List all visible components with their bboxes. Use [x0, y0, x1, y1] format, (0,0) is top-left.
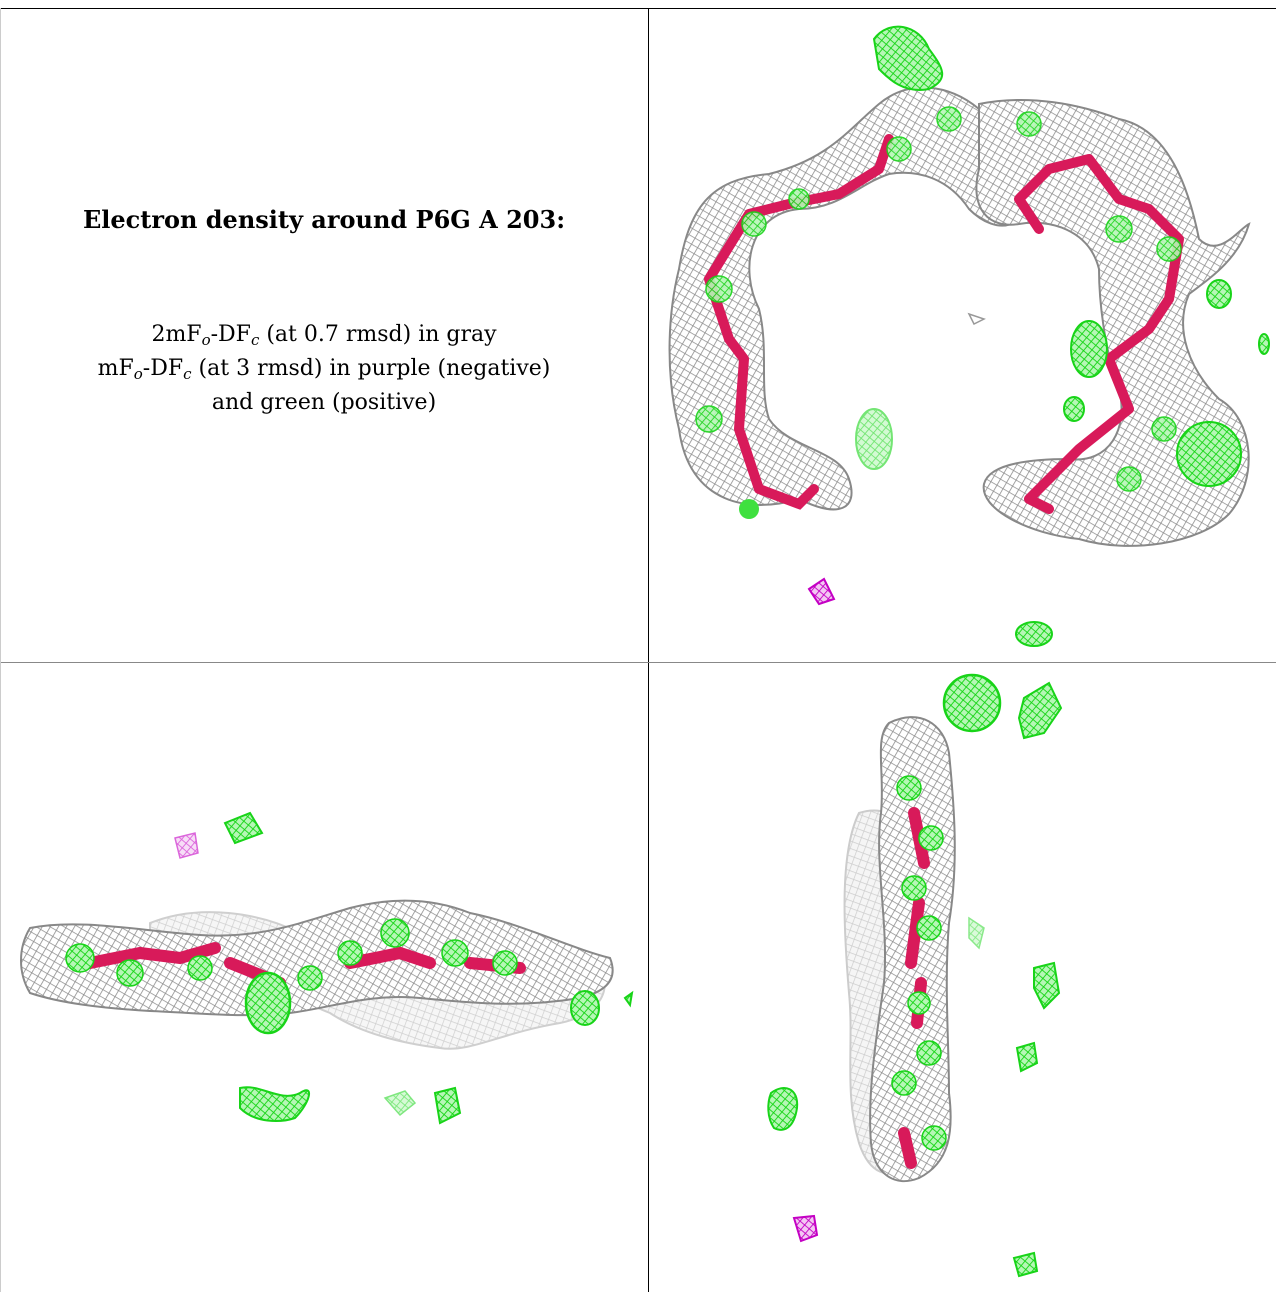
green-positive-blob — [244, 971, 292, 1035]
green-chain-beads — [695, 106, 1182, 492]
caption-panel: Electron density around P6G A 203: 2mFo-… — [0, 0, 648, 662]
green-positive-blob — [1206, 279, 1232, 309]
gray-fragment — [967, 312, 986, 326]
density-view-top — [649, 9, 1276, 662]
legend-2-sub1: o — [133, 365, 143, 383]
green-positive-blob — [968, 916, 985, 950]
figure-title: Electron density around P6G A 203: — [82, 205, 566, 234]
model-sticks-right — [1014, 154, 1184, 514]
green-positive-blob — [1176, 421, 1242, 487]
density-view-side — [0, 663, 648, 1292]
gray-density-mesh-right — [975, 99, 1251, 547]
green-positive-blob — [433, 1086, 462, 1125]
green-positive-blob — [1063, 396, 1085, 422]
legend-1-sub1: o — [201, 331, 211, 349]
green-positive-blob — [942, 673, 1002, 733]
left-border — [0, 8, 1, 1292]
green-positive-blob — [1015, 1041, 1039, 1073]
green-positive-blob — [1070, 320, 1108, 378]
model-sticks-left — [704, 134, 894, 510]
green-positive-blob — [1017, 681, 1063, 740]
top-border — [0, 8, 1276, 9]
green-chain-beads — [65, 918, 518, 991]
density-side-svg — [20, 811, 634, 1125]
green-chain-beads — [891, 775, 947, 1151]
green-atom — [739, 499, 759, 519]
green-positive-blob — [855, 408, 893, 470]
figure-legend: 2mFo-DFc (at 0.7 rmsd) in gray mFo-DFc (… — [0, 318, 648, 420]
legend-2-sub2: c — [183, 365, 192, 383]
legend-line-1: 2mFo-DFc (at 0.7 rmsd) in gray — [0, 318, 648, 352]
green-positive-blob — [872, 25, 944, 91]
legend-line-2: mFo-DFc (at 3 rmsd) in purple (negative) — [0, 352, 648, 386]
legend-line-3: and green (positive) — [211, 390, 437, 415]
horizontal-divider — [0, 662, 1276, 663]
legend-1-sub2: c — [250, 331, 260, 349]
purple-negative-blob — [174, 832, 199, 859]
legend-1-pre: 2mF — [151, 322, 202, 347]
green-positive-blob — [1033, 961, 1061, 1010]
green-positive-blob — [1015, 621, 1053, 647]
green-positive-blob — [623, 990, 634, 1008]
legend-1-mid: -DF — [210, 322, 251, 347]
model-sticks — [84, 942, 526, 989]
legend-2-pre: mF — [97, 356, 134, 381]
purple-negative-blob — [792, 1214, 819, 1243]
density-end-svg — [767, 673, 1063, 1278]
legend-1-post: (at 0.7 rmsd) in gray — [259, 322, 497, 347]
purple-negative-blob — [807, 577, 836, 606]
density-top-svg — [668, 25, 1270, 647]
green-positive-blob — [383, 1090, 417, 1117]
legend-2-mid: -DF — [142, 356, 184, 381]
vertical-divider — [648, 8, 649, 1292]
green-positive-blob — [239, 1086, 310, 1122]
green-positive-blob — [223, 811, 264, 845]
green-positive-blob — [1012, 1251, 1039, 1278]
green-positive-blob — [767, 1087, 799, 1131]
density-view-end — [649, 663, 1276, 1292]
green-positive-blob — [570, 990, 600, 1026]
green-positive-blob — [1258, 333, 1270, 355]
legend-2-post: (at 3 rmsd) in purple (negative) — [191, 356, 551, 381]
